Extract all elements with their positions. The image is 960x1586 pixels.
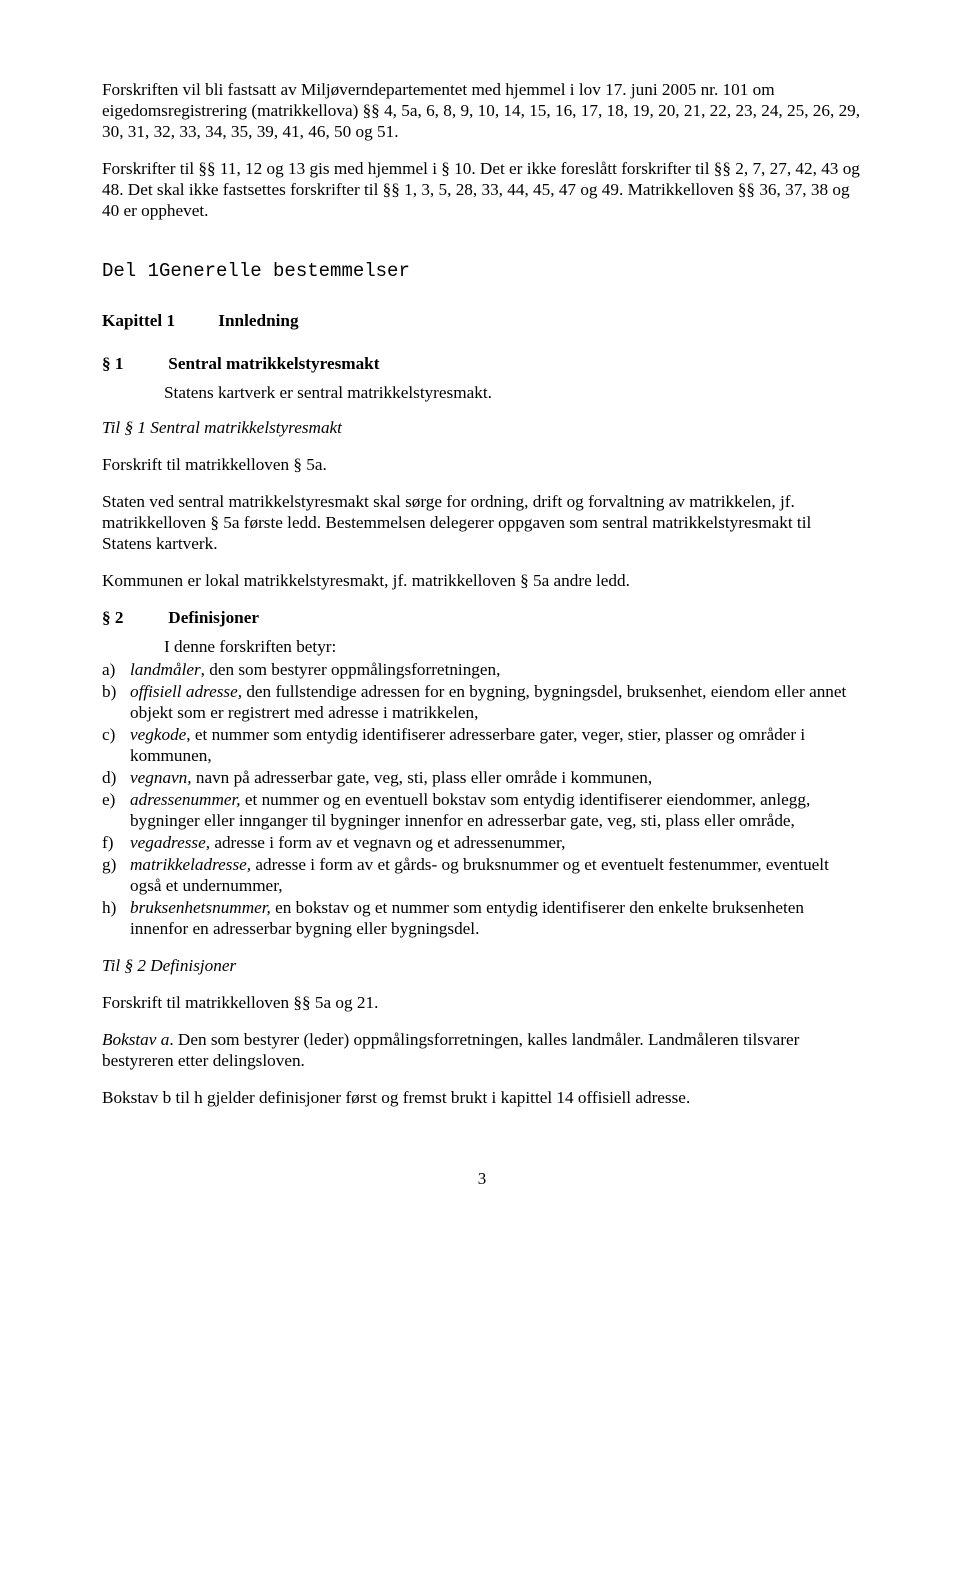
- section-1-number: § 1: [102, 354, 164, 375]
- definition-marker: e): [102, 790, 130, 811]
- section-2-number: § 2: [102, 608, 164, 629]
- chapter-1-title: Innledning: [218, 311, 298, 330]
- definition-term: vegkode: [130, 725, 186, 744]
- definition-text: , et nummer som entydig identifiserer ad…: [130, 725, 805, 765]
- chapter-1-number: Kapittel 1: [102, 311, 214, 332]
- definition-marker: h): [102, 898, 130, 919]
- definition-term: vegadresse,: [130, 833, 210, 852]
- bokstav-a-label: Bokstav a: [102, 1030, 169, 1049]
- page-number: 3: [102, 1169, 862, 1190]
- definition-item: e)adressenummer, et nummer og en eventue…: [102, 790, 862, 832]
- definition-item: d)vegnavn, navn på adresserbar gate, veg…: [102, 768, 862, 789]
- section-2-title: Definisjoner: [168, 608, 259, 627]
- chapter-1-heading: Kapittel 1 Innledning: [102, 311, 862, 332]
- definition-item: f)vegadresse, adresse i form av et vegna…: [102, 833, 862, 854]
- section-2-commentary-1: Bokstav a. Den som bestyrer (leder) oppm…: [102, 1030, 862, 1072]
- section-1-body: Statens kartverk er sentral matrikkelsty…: [164, 383, 862, 404]
- intro-paragraph-1: Forskriften vil bli fastsatt av Miljøver…: [102, 80, 862, 143]
- definition-term: offisiell adresse,: [130, 682, 242, 701]
- definition-marker: g): [102, 855, 130, 876]
- definition-term: adressenummer,: [130, 790, 241, 809]
- section-1-title: Sentral matrikkelstyresmakt: [168, 354, 379, 373]
- section-2-reference: Forskrift til matrikkelloven §§ 5a og 21…: [102, 993, 862, 1014]
- section-1-commentary-heading: Til § 1 Sentral matrikkelstyresmakt: [102, 418, 862, 439]
- section-1-commentary-2: Kommunen er lokal matrikkelstyresmakt, j…: [102, 571, 862, 592]
- definition-item: a)landmåler, den som bestyrer oppmålings…: [102, 660, 862, 681]
- definition-marker: d): [102, 768, 130, 789]
- definition-item: c)vegkode, et nummer som entydig identif…: [102, 725, 862, 767]
- definition-marker: a): [102, 660, 130, 681]
- definition-term: landmåler: [130, 660, 201, 679]
- section-1-reference: Forskrift til matrikkelloven § 5a.: [102, 455, 862, 476]
- definition-text: , den som bestyrer oppmålingsforretninge…: [201, 660, 501, 679]
- definition-text: adresse i form av et vegnavn og et adres…: [210, 833, 565, 852]
- bokstav-a-text: . Den som bestyrer (leder) oppmålingsfor…: [102, 1030, 799, 1070]
- section-1-commentary-1: Staten ved sentral matrikkelstyresmakt s…: [102, 492, 862, 555]
- definition-term: bruksenhetsnummer,: [130, 898, 271, 917]
- definition-term: vegnavn,: [130, 768, 192, 787]
- definition-marker: c): [102, 725, 130, 746]
- definition-marker: b): [102, 682, 130, 703]
- section-2-lead: I denne forskriften betyr:: [164, 637, 862, 658]
- definition-list: a)landmåler, den som bestyrer oppmålings…: [102, 660, 862, 940]
- definition-text: navn på adresserbar gate, veg, sti, plas…: [192, 768, 653, 787]
- definition-item: h)bruksenhetsnummer, en bokstav og et nu…: [102, 898, 862, 940]
- section-2-commentary-heading: Til § 2 Definisjoner: [102, 956, 862, 977]
- definition-item: g)matrikkeladresse, adresse i form av et…: [102, 855, 862, 897]
- section-1-heading: § 1 Sentral matrikkelstyresmakt: [102, 354, 862, 375]
- definition-term: matrikkeladresse,: [130, 855, 251, 874]
- definition-item: b)offisiell adresse, den fullstendige ad…: [102, 682, 862, 724]
- section-2-commentary-2: Bokstav b til h gjelder definisjoner før…: [102, 1088, 862, 1109]
- section-2-heading: § 2 Definisjoner: [102, 608, 862, 629]
- intro-paragraph-2: Forskrifter til §§ 11, 12 og 13 gis med …: [102, 159, 862, 222]
- part-heading: Del 1Generelle bestemmelser: [102, 260, 862, 283]
- definition-marker: f): [102, 833, 130, 854]
